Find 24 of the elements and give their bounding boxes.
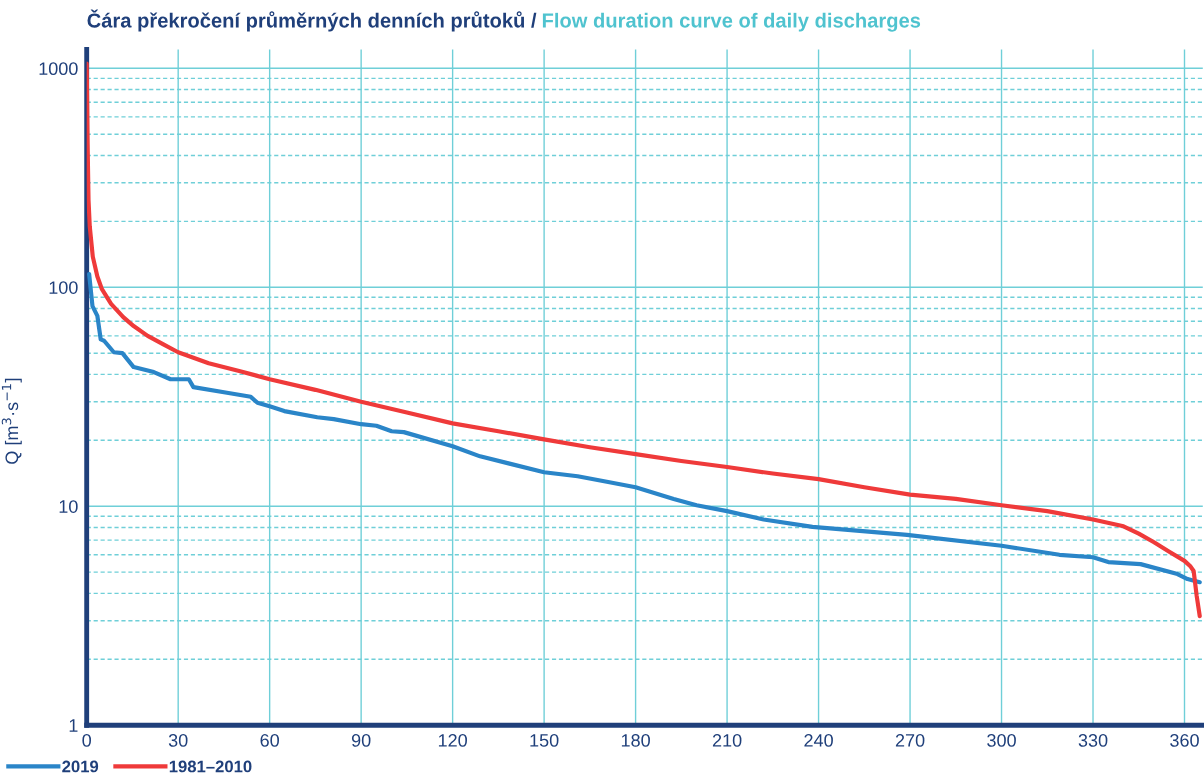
line-series	[86, 61, 1202, 619]
y-axis-title: Q [m$^{3}$·s$^{−1}$]	[1, 378, 22, 464]
x-tick-label: 360	[1170, 734, 1199, 747]
x-tick-label: 60	[260, 734, 279, 747]
x-tick-label: 120	[438, 734, 467, 747]
x-tick-label: 30	[168, 734, 188, 747]
x-tick-label: 90	[351, 734, 371, 747]
chart-subtitle: Flow duration curve of daily discharges	[542, 12, 921, 32]
line-series	[87, 271, 1202, 585]
x-tick-label: 300	[987, 734, 1016, 747]
y-tick-label: 1000	[39, 62, 78, 76]
legend-label: 1981–2010	[169, 760, 252, 773]
x-tick-label: 240	[804, 734, 833, 747]
x-tick-label: 150	[530, 734, 559, 747]
y-tick-label: 10	[59, 500, 78, 513]
y-tick-label: 1	[69, 719, 78, 732]
x-tick-label: 270	[895, 734, 925, 747]
chart-title: Čára překročení průměrných denních průtoků /	[87, 9, 537, 32]
x-tick-label: 330	[1078, 734, 1108, 747]
x-tick-label: 210	[712, 734, 742, 747]
y-tick-label: 100	[49, 281, 78, 294]
legend-label: 2019	[62, 760, 99, 773]
x-tick-label: 0	[82, 734, 91, 747]
x-tick-label: 180	[621, 734, 650, 747]
